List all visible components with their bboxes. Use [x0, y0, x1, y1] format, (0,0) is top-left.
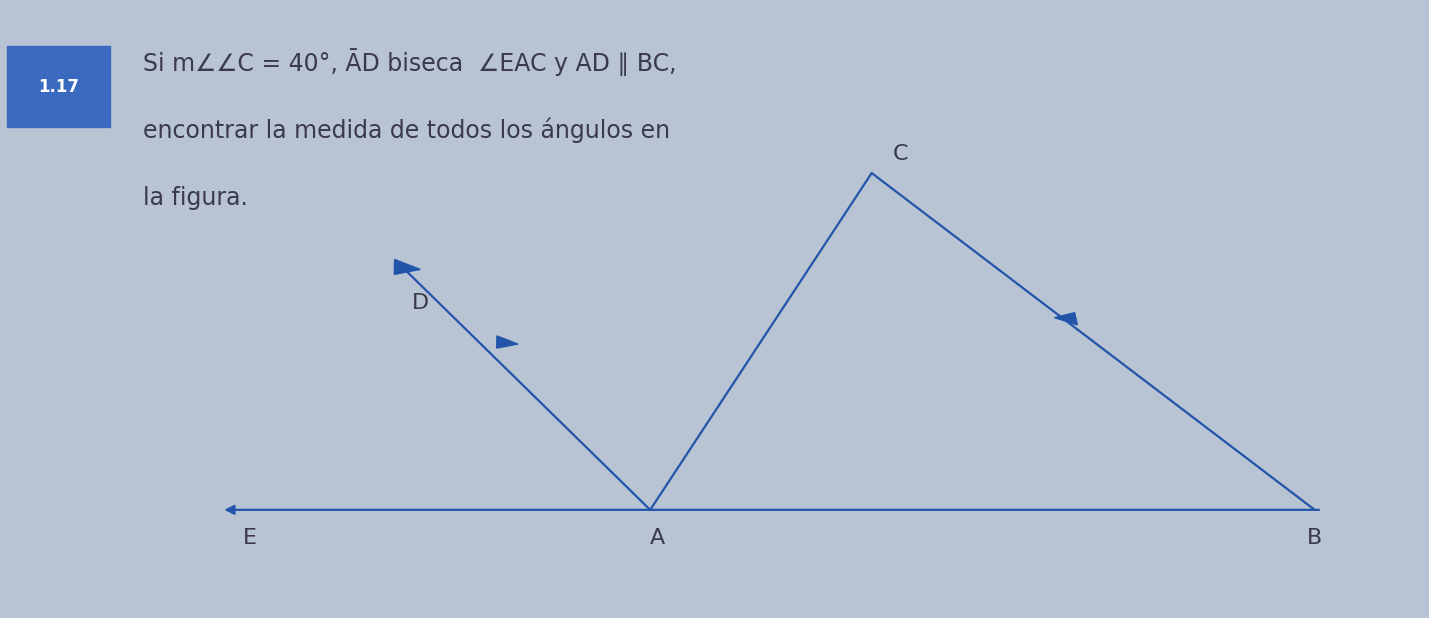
Text: B: B: [1308, 528, 1322, 548]
Polygon shape: [394, 260, 420, 274]
Text: Si m∠∠C = 40°, ĀD biseca  ∠EAC y AD ∥ BC,: Si m∠∠C = 40°, ĀD biseca ∠EAC y AD ∥ BC,: [143, 48, 676, 76]
Text: D: D: [412, 293, 429, 313]
Polygon shape: [1055, 313, 1077, 325]
FancyBboxPatch shape: [7, 46, 110, 127]
Text: 1.17: 1.17: [39, 77, 79, 96]
Text: E: E: [243, 528, 257, 548]
Text: C: C: [893, 144, 909, 164]
Text: A: A: [650, 528, 664, 548]
Text: la figura.: la figura.: [143, 186, 247, 210]
Polygon shape: [497, 336, 517, 348]
Text: encontrar la medida de todos los ángulos en: encontrar la medida de todos los ángulos…: [143, 117, 670, 143]
